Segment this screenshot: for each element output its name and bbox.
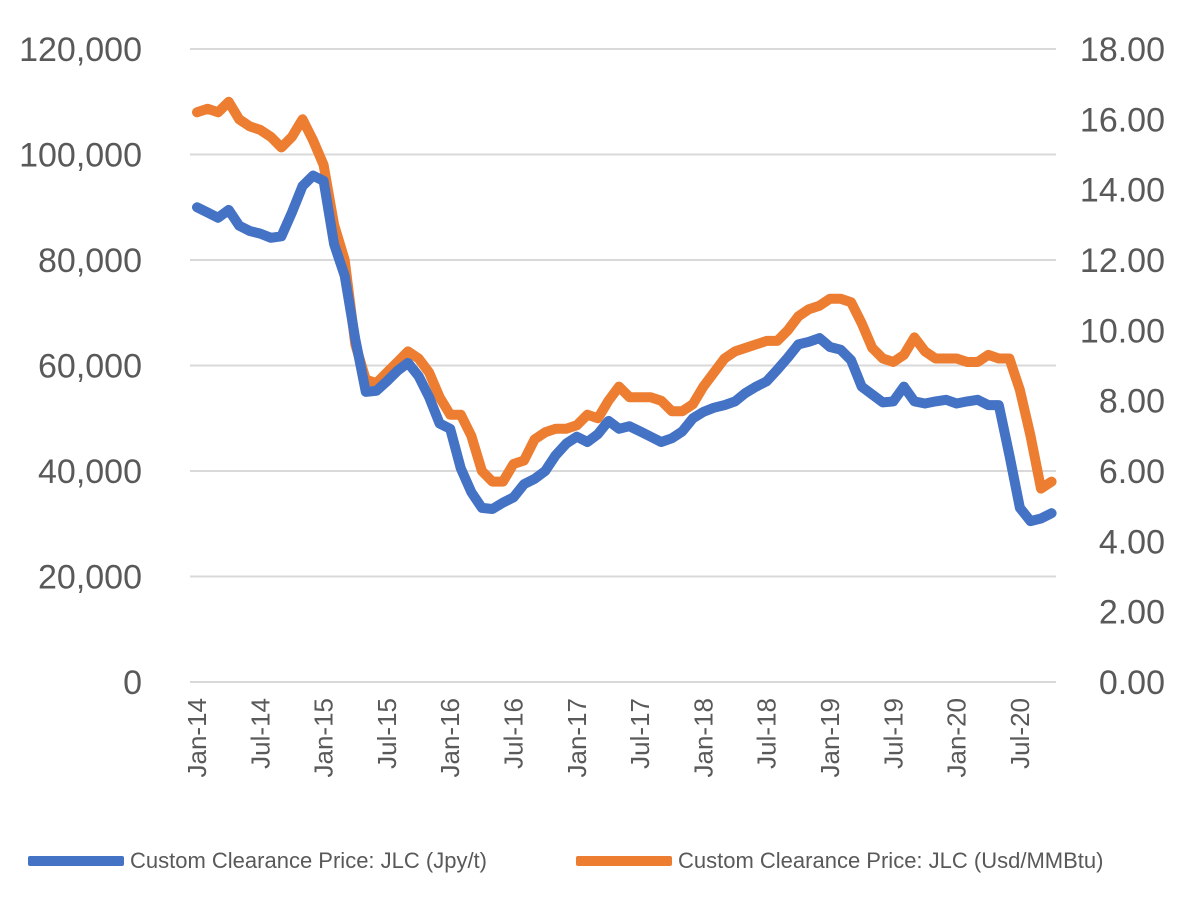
left-tick-label: 120,000 xyxy=(19,31,142,69)
x-tick-label: Jan-14 xyxy=(182,698,212,778)
x-tick-label: Jan-20 xyxy=(942,698,972,778)
right-tick-label: 2.00 xyxy=(1099,594,1165,632)
x-tick-label: Jul-20 xyxy=(1005,698,1035,769)
x-tick-label: Jan-19 xyxy=(815,698,845,778)
x-tick-label: Jul-18 xyxy=(752,698,782,769)
x-tick-label: Jul-19 xyxy=(878,698,908,769)
left-tick-label: 40,000 xyxy=(38,453,142,491)
series-line-1 xyxy=(192,96,1057,494)
x-tick-label: Jul-15 xyxy=(372,698,402,769)
right-tick-label: 12.00 xyxy=(1080,242,1165,280)
legend: Custom Clearance Price: JLC (Jpy/t) Cust… xyxy=(0,848,1203,888)
right-tick-label: 8.00 xyxy=(1099,383,1165,421)
right-tick-label: 4.00 xyxy=(1099,523,1165,561)
legend-swatch-usd xyxy=(576,856,672,866)
right-tick-label: 0.00 xyxy=(1099,664,1165,702)
left-axis-tick-labels: 0 20,000 40,000 60,000 80,000 100,000 120,000 xyxy=(19,31,142,702)
x-tick-label: Jan-17 xyxy=(562,698,592,778)
series-line-0 xyxy=(192,170,1057,527)
x-tick-label: Jan-18 xyxy=(688,698,718,778)
right-tick-label: 18.00 xyxy=(1080,31,1165,69)
right-tick-label: 6.00 xyxy=(1099,453,1165,491)
legend-item-usd: Custom Clearance Price: JLC (Usd/MMBtu) xyxy=(576,848,1103,874)
right-tick-label: 16.00 xyxy=(1080,101,1165,139)
x-tick-label: Jan-16 xyxy=(435,698,465,778)
x-axis-tick-labels: Jan-14 Jul-14 Jan-15 Jul-15 Jan-16 Jul-16 Jan-… xyxy=(182,698,1035,778)
x-tick-label: Jan-15 xyxy=(309,698,339,778)
right-axis-tick-labels: 0.00 2.00 4.00 6.00 8.00 10.00 12.00 14.00 16.00… xyxy=(1080,31,1165,702)
x-tick-label: Jul-17 xyxy=(625,698,655,769)
left-tick-label: 60,000 xyxy=(38,348,142,386)
left-tick-label: 80,000 xyxy=(38,242,142,280)
left-tick-label: 20,000 xyxy=(38,559,142,597)
legend-label-jpy: Custom Clearance Price: JLC (Jpy/t) xyxy=(130,848,487,873)
x-tick-label: Jul-14 xyxy=(245,698,275,769)
right-tick-label: 14.00 xyxy=(1080,172,1165,210)
left-tick-label: 100,000 xyxy=(19,137,142,175)
legend-item-jpy: Custom Clearance Price: JLC (Jpy/t) xyxy=(28,848,487,874)
left-tick-label: 0 xyxy=(123,664,142,702)
series-lines xyxy=(192,96,1057,527)
x-tick-label: Jul-16 xyxy=(499,698,529,769)
legend-swatch-jpy xyxy=(28,856,124,866)
legend-label-usd: Custom Clearance Price: JLC (Usd/MMBtu) xyxy=(678,848,1104,873)
right-tick-label: 10.00 xyxy=(1080,312,1165,350)
